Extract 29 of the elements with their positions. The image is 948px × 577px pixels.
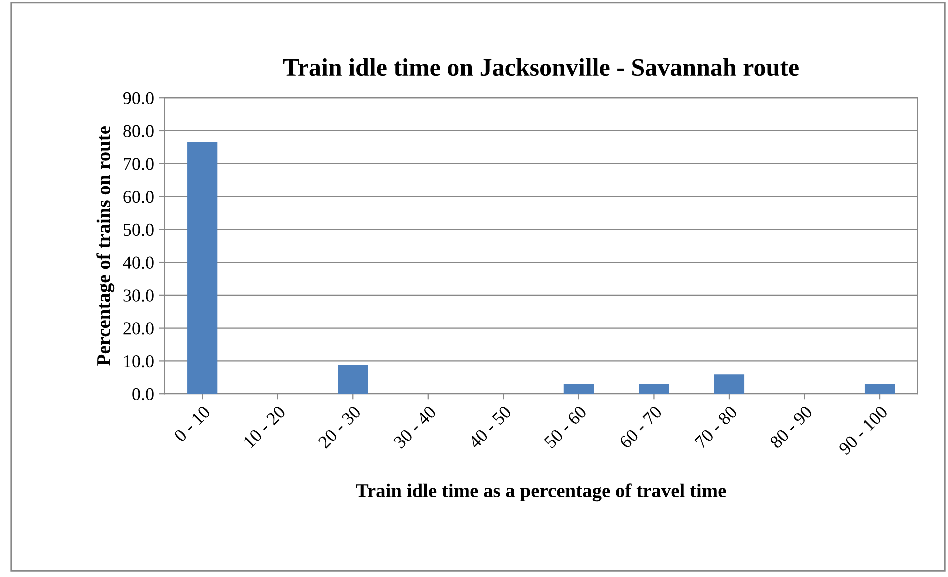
- x-tick-label: 70 - 80: [694, 405, 738, 449]
- y-tick-label: 0.0: [132, 388, 154, 401]
- bar: [564, 384, 594, 394]
- x-tick-label: 30 - 40: [393, 405, 437, 450]
- x-tick-label: 10 - 20: [243, 405, 286, 449]
- x-tick-label: 60 - 70: [618, 405, 663, 450]
- y-tick-label: 80.0: [124, 125, 154, 138]
- y-tick-label: 10.0: [124, 355, 154, 368]
- chart-title: Train idle time on Jacksonville - Savannah route: [283, 58, 799, 76]
- x-tick-label: 80 - 90: [769, 405, 814, 450]
- x-tick-label: 40 - 50: [468, 405, 512, 450]
- y-tick-label: 70.0: [124, 158, 154, 170]
- bar: [714, 374, 745, 394]
- x-tick-label: 20 - 30: [318, 405, 362, 450]
- y-tick-label: 60.0: [124, 191, 154, 204]
- bar: [864, 384, 896, 394]
- y-tick-label: 40.0: [123, 256, 154, 270]
- bar: [188, 142, 218, 394]
- y-axis-title: Percentage of trains on route: [96, 126, 115, 366]
- y-tick-label: 20.0: [124, 322, 154, 335]
- x-axis-title: Train idle time as a percentage of travel time: [356, 484, 726, 502]
- bar: [338, 365, 368, 394]
- y-tick-label: 30.0: [124, 290, 154, 302]
- x-tick-label: 50 - 60: [544, 405, 588, 449]
- y-tick-label: 90.0: [124, 92, 154, 105]
- x-tick-label: 90 - 100: [838, 405, 889, 456]
- bar: [639, 384, 670, 394]
- y-tick-label: 50.0: [124, 224, 154, 236]
- x-tick-label: 0 - 10: [174, 405, 212, 443]
